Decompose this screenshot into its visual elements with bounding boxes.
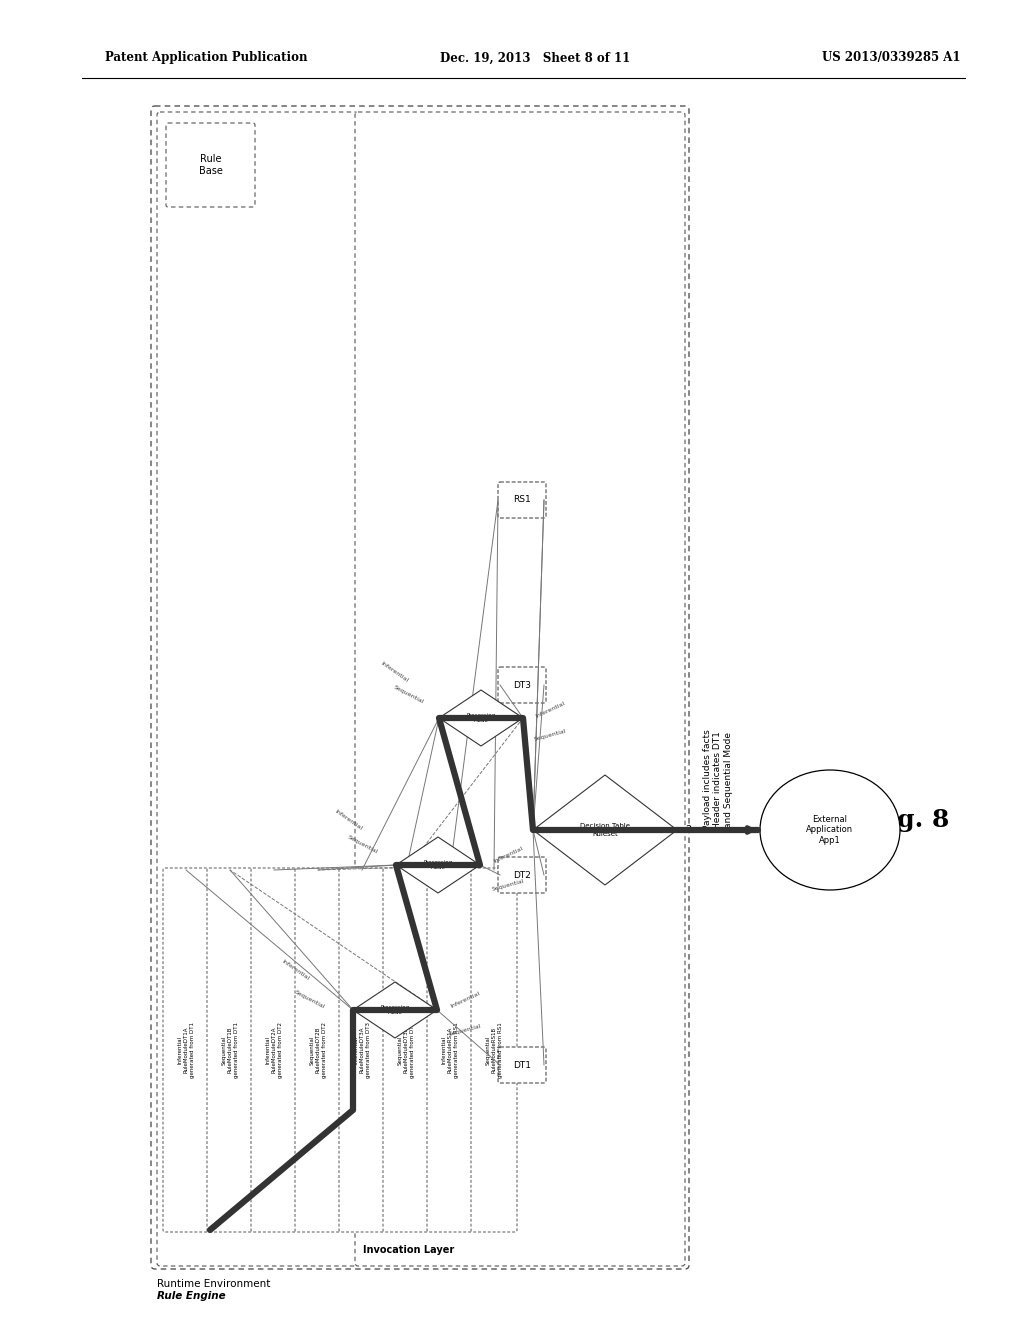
Text: Sequential: Sequential (294, 990, 326, 1010)
Text: Inferential: Inferential (493, 846, 523, 865)
Text: Sequential: Sequential (492, 878, 525, 892)
Ellipse shape (760, 770, 900, 890)
Text: Inferential
RuleModuleRS1A
generated from RS1: Inferential RuleModuleRS1A generated fro… (441, 1022, 459, 1078)
FancyBboxPatch shape (207, 869, 253, 1232)
Text: Inferential
RuleModuleDT2A
generated from DT2: Inferential RuleModuleDT2A generated fro… (265, 1022, 283, 1078)
FancyBboxPatch shape (251, 869, 297, 1232)
Text: Sequential: Sequential (347, 836, 379, 855)
FancyBboxPatch shape (355, 112, 685, 1266)
Text: Processing
Mode: Processing Mode (380, 1005, 410, 1015)
Text: Sequential
RuleModuleDT1B
generated from DT1: Sequential RuleModuleDT1B generated from… (221, 1022, 239, 1078)
Text: Inferential
RuleModuleDT1A
generated from DT1: Inferential RuleModuleDT1A generated fro… (177, 1022, 195, 1078)
Text: Inferential: Inferential (535, 701, 565, 719)
Polygon shape (353, 982, 437, 1038)
FancyBboxPatch shape (498, 857, 546, 894)
Polygon shape (534, 775, 677, 884)
FancyBboxPatch shape (383, 869, 429, 1232)
FancyBboxPatch shape (498, 667, 546, 704)
Text: DT2: DT2 (513, 870, 530, 879)
Text: Patent Application Publication: Patent Application Publication (105, 51, 307, 65)
Text: Inferential: Inferential (334, 809, 362, 832)
FancyBboxPatch shape (157, 112, 358, 1266)
Text: ?: ? (685, 825, 691, 836)
Polygon shape (396, 837, 480, 894)
FancyBboxPatch shape (471, 869, 517, 1232)
Text: Invocation Layer: Invocation Layer (362, 1245, 455, 1255)
FancyBboxPatch shape (427, 869, 473, 1232)
Text: Sequential
RuleModuleDT3B
generated from DT3: Sequential RuleModuleDT3B generated from… (397, 1022, 415, 1078)
Text: Fig. 8: Fig. 8 (870, 808, 949, 832)
Text: Runtime Environment: Runtime Environment (157, 1279, 270, 1290)
Text: External
Application
App1: External Application App1 (807, 814, 854, 845)
FancyBboxPatch shape (498, 1047, 546, 1082)
Text: Sequential: Sequential (449, 1023, 482, 1036)
Text: DT1: DT1 (513, 1060, 531, 1069)
Text: Decision Table
Ruleset: Decision Table Ruleset (580, 824, 630, 837)
Text: DT3: DT3 (513, 681, 531, 689)
Text: Inferential: Inferential (450, 991, 480, 1008)
Text: RS1: RS1 (513, 495, 530, 504)
FancyBboxPatch shape (163, 869, 209, 1232)
Text: Processing
Mode: Processing Mode (466, 713, 496, 723)
FancyBboxPatch shape (151, 106, 689, 1269)
Text: US 2013/0339285 A1: US 2013/0339285 A1 (821, 51, 961, 65)
FancyBboxPatch shape (339, 869, 385, 1232)
Text: Sequential
RuleModuleDT2B
generated from DT2: Sequential RuleModuleDT2B generated from… (309, 1022, 327, 1078)
FancyBboxPatch shape (166, 123, 255, 207)
Text: Inferential: Inferential (281, 958, 309, 981)
FancyBboxPatch shape (498, 482, 546, 517)
Text: Processing
Mode: Processing Mode (423, 859, 453, 870)
Text: Dec. 19, 2013   Sheet 8 of 11: Dec. 19, 2013 Sheet 8 of 11 (440, 51, 630, 65)
Text: Inferential
RuleModuleDT3A
generated from DT3: Inferential RuleModuleDT3A generated fro… (353, 1022, 371, 1078)
Text: Rule
Base: Rule Base (199, 154, 222, 176)
Text: Sequential: Sequential (393, 685, 425, 705)
FancyBboxPatch shape (295, 869, 341, 1232)
Text: Inferential: Inferential (380, 661, 409, 684)
Text: Sequential
RuleModuleRS1B
generated from RS1: Sequential RuleModuleRS1B generated from… (485, 1022, 503, 1078)
Text: Payload includes facts
Header indicates DT1
and Sequential Mode: Payload includes facts Header indicates … (703, 730, 733, 830)
Polygon shape (439, 690, 523, 746)
Text: Rule Engine: Rule Engine (157, 1291, 225, 1302)
Text: Sequential: Sequential (534, 729, 567, 742)
